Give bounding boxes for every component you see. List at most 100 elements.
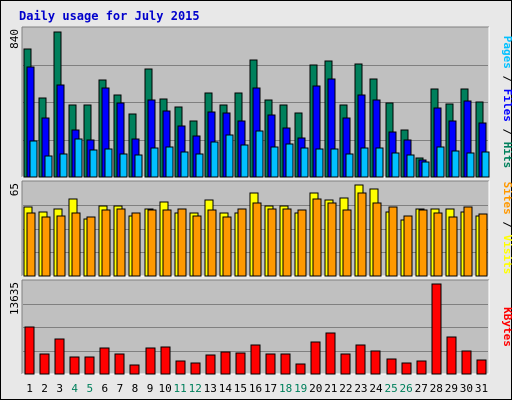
bar-kbytes-day-31 [476,359,487,375]
legend-pages: Pages [501,36,512,69]
bar-kbytes-day-18 [280,353,291,375]
legend-visitors: Sites / Visits [501,182,512,275]
legend-kbytes: KBytes [501,307,512,347]
bar-kbytes-day-2 [39,353,50,375]
bar-kbytes-day-28 [431,283,442,375]
legend-separator: / [501,122,512,142]
bar-kbytes-day-1 [24,326,35,375]
bar-kbytes-day-13 [205,354,216,375]
bar-pages-day-23 [360,147,369,178]
bar-kbytes-day-10 [160,346,171,375]
legend-files: Files [501,89,512,122]
bar-sites-day-21 [327,202,337,277]
legend-kbytes: KBytes [501,307,512,347]
bar-sites-day-4 [71,212,81,277]
bar-sites-day-13 [207,209,217,277]
bar-pages-day-7 [119,153,128,178]
x-tick-label: 26 [400,382,413,395]
bar-pages-day-12 [195,153,204,178]
x-tick-label: 13 [204,382,217,395]
bar-pages-day-27 [421,161,430,178]
bar-kbytes-day-17 [265,353,276,375]
bar-sites-day-28 [433,212,443,277]
bar-pages-day-20 [315,148,324,178]
x-tick-label: 16 [249,382,262,395]
x-tick-label: 14 [219,382,233,395]
bar-pages-day-25 [391,152,400,178]
x-tick-label: 11 [174,382,187,395]
bar-pages-day-29 [451,150,460,178]
bar-sites-day-1 [26,212,36,277]
x-tick-label: 2 [41,382,48,395]
bar-kbytes-day-11 [175,360,186,375]
bar-sites-day-26 [403,215,413,277]
bar-sites-day-20 [312,198,322,277]
x-tick-label: 20 [309,382,322,395]
x-tick-label: 15 [234,382,247,395]
x-tick-label: 12 [189,382,202,395]
bar-sites-day-9 [147,209,157,277]
chart-title: Daily usage for July 2015 [19,9,200,23]
legend-separator: / [501,69,512,89]
bar-sites-day-18 [282,208,292,277]
x-tick-label: 21 [324,382,337,395]
bar-kbytes-day-7 [114,353,125,375]
bar-sites-day-3 [56,215,66,277]
x-tick-label: 24 [369,382,383,395]
bar-sites-day-6 [101,209,111,277]
bar-pages-day-11 [180,151,189,178]
x-tick-label: 30 [460,382,473,395]
bar-pages-day-22 [345,153,354,178]
bar-sites-day-15 [237,208,247,277]
x-tick-label: 27 [415,382,428,395]
bar-sites-day-11 [177,208,187,277]
bar-kbytes-day-5 [84,356,95,375]
bar-sites-day-7 [116,208,126,277]
bar-kbytes-day-29 [446,336,457,375]
bar-pages-day-26 [406,154,415,178]
bar-sites-day-8 [131,212,141,277]
legend-hits: Hits [501,142,512,169]
bar-pages-day-30 [466,152,475,178]
bar-kbytes-day-15 [235,352,246,375]
bar-pages-day-8 [134,154,143,178]
x-tick-label: 3 [56,382,63,395]
bar-pages-day-19 [300,147,309,178]
bar-sites-day-19 [297,209,307,277]
x-tick-label: 6 [102,382,109,395]
bar-sites-day-31 [478,213,488,277]
bar-pages-day-15 [240,144,249,178]
bar-sites-day-22 [342,209,352,277]
bar-pages-day-21 [330,148,339,178]
bar-sites-day-14 [222,216,232,277]
bar-pages-day-3 [59,153,68,178]
bar-kbytes-day-27 [416,360,427,375]
legend-separator: / [501,215,512,235]
bar-kbytes-day-3 [54,338,65,375]
x-tick-label: 8 [132,382,139,395]
bar-sites-day-12 [192,215,202,277]
x-tick-label: 29 [445,382,458,395]
bar-kbytes-day-25 [386,358,397,375]
bar-sites-day-29 [448,216,458,277]
bar-sites-day-16 [252,202,262,277]
x-tick-label: 1 [26,382,33,395]
bar-pages-day-2 [44,155,53,178]
x-tick-label: 31 [475,382,488,395]
bar-kbytes-day-19 [295,363,306,375]
x-tick-label: 23 [354,382,367,395]
bar-kbytes-day-22 [340,353,351,375]
bar-kbytes-day-26 [401,362,412,375]
bar-sites-day-17 [267,208,277,277]
y-max-label-visitors: 65 [8,183,21,196]
y-max-label-traffic: 840 [8,29,21,49]
bar-pages-day-17 [270,146,279,178]
bar-sites-day-24 [372,202,382,277]
x-tick-label: 9 [147,382,154,395]
bar-kbytes-day-9 [145,347,156,375]
bar-sites-day-2 [41,216,51,277]
bar-pages-day-28 [436,146,445,178]
bar-pages-day-18 [285,143,294,178]
bar-sites-day-23 [357,192,367,277]
